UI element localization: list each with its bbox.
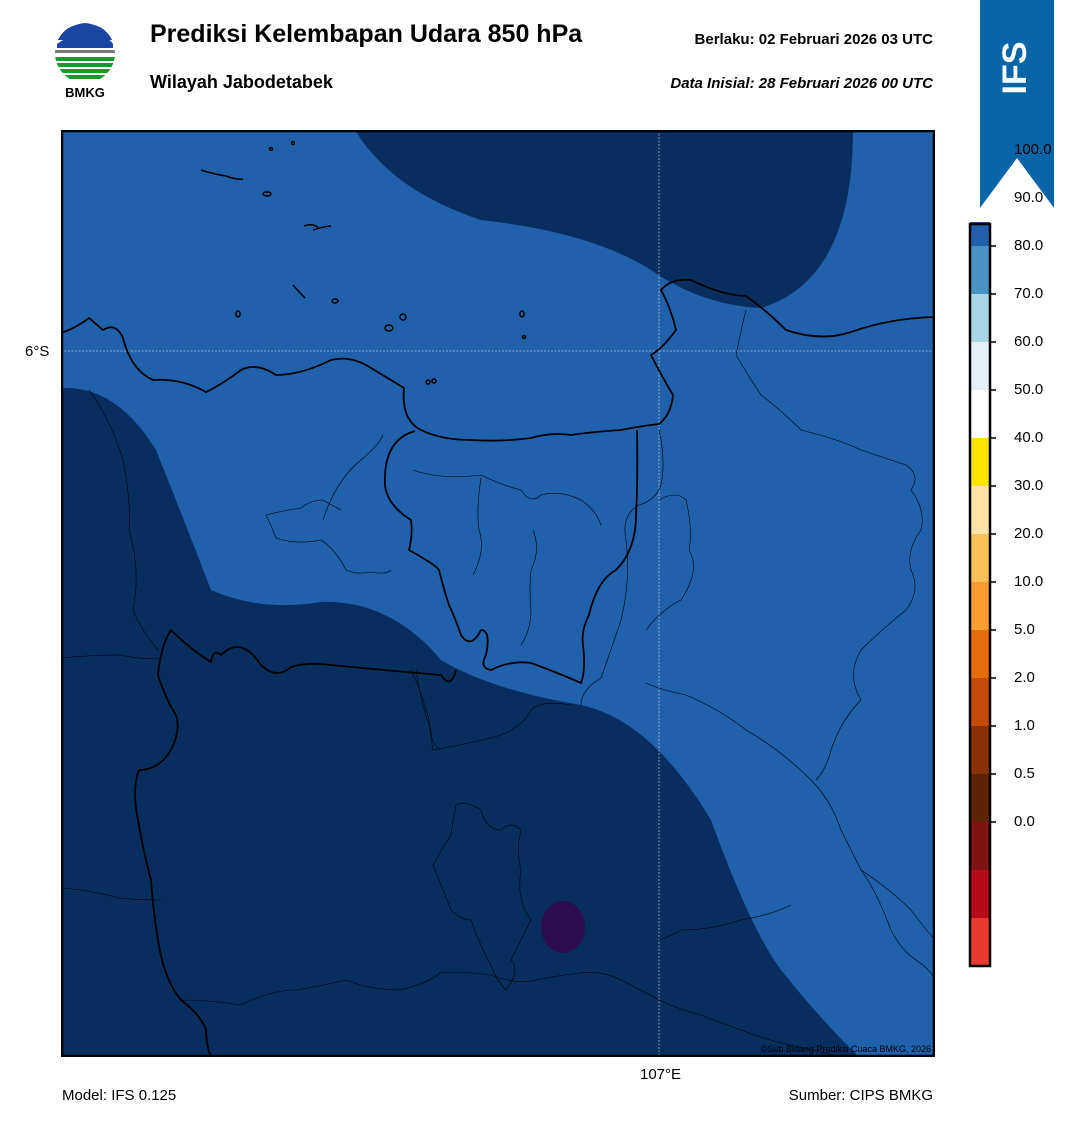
map-subtitle: Wilayah Jabodetabek [150, 72, 333, 92]
colorbar-tick-label: 80.0 [1014, 237, 1044, 254]
colorbar-tick-label: 50.0 [1014, 381, 1044, 398]
map-copyright: ©Sub Bidang Prediksi Cuaca BMKG, 2026 [761, 1044, 931, 1054]
colorbar-tick-label: 1.0 [1014, 717, 1035, 734]
colorbar-tick-label: 20.0 [1014, 525, 1044, 542]
colorbar-tick-label: 70.0 [1014, 285, 1044, 302]
colorbar-cell [970, 630, 990, 678]
init-time: Data Inisial: 28 Februari 2026 00 UTC [670, 75, 933, 92]
valid-time: Berlaku: 02 Februari 2026 03 UTC [694, 31, 933, 48]
longitude-label: 107°E [640, 1066, 682, 1083]
colorbar-cells [970, 222, 996, 966]
colorbar-cell [970, 582, 990, 630]
colorbar-tick-label: 10.0 [1014, 573, 1044, 590]
model-badge-text: IFS [996, 42, 1034, 95]
province-border [134, 628, 457, 1057]
colorbar-tick-label: 100.0 [1014, 141, 1052, 158]
colorbar-cell [970, 870, 990, 918]
thousand-islands [200, 140, 527, 385]
colorbar-cell [970, 294, 990, 342]
humidity-band-90-100-north [355, 130, 853, 308]
colorbar-tick-label: 40.0 [1014, 429, 1044, 446]
colorbar-tick-label: 0.5 [1014, 765, 1035, 782]
province-border [384, 429, 639, 685]
colorbar-cell [970, 822, 990, 870]
coastline [61, 278, 935, 442]
colorbar-cell [970, 534, 990, 582]
colorbar-tick-label: 30.0 [1014, 477, 1044, 494]
source-footer: Sumber: CIPS BMKG [788, 1087, 933, 1104]
colorbar-frame [968, 222, 992, 968]
colorbar-cell [970, 222, 990, 246]
colorbar-cell [970, 342, 990, 390]
colorbar-cell [970, 246, 990, 294]
colorbar-cell [970, 678, 990, 726]
colorbar [968, 222, 996, 968]
logo-text: BMKG [65, 85, 105, 100]
model-footer: Model: IFS 0.125 [62, 1087, 177, 1104]
colorbar-tick-label: 0.0 [1014, 813, 1035, 830]
map-title: Prediksi Kelembapan Udara 850 hPa [150, 20, 583, 48]
humidity-max-spot [541, 901, 585, 953]
colorbar-tick-label: 90.0 [1014, 189, 1044, 206]
colorbar-cell [970, 438, 990, 486]
district-borders [61, 309, 935, 1057]
map-frame [61, 130, 935, 1057]
model-badge: IFS [980, 0, 1054, 208]
humidity-map: ©Sub Bidang Prediksi Cuaca BMKG, 2026 [61, 130, 935, 1057]
colorbar-cell [970, 918, 990, 966]
colorbar-cell [970, 486, 990, 534]
colorbar-tick-label: 60.0 [1014, 333, 1044, 350]
colorbar-cell [970, 390, 990, 438]
colorbar-cell [970, 726, 990, 774]
colorbar-tick-label: 5.0 [1014, 621, 1035, 638]
colorbar-cell [970, 774, 990, 822]
humidity-band-90-100-south [61, 387, 859, 1057]
bmkg-logo [55, 23, 115, 83]
colorbar-tick-label: 2.0 [1014, 669, 1035, 686]
latitude-label: 6°S [25, 343, 50, 360]
